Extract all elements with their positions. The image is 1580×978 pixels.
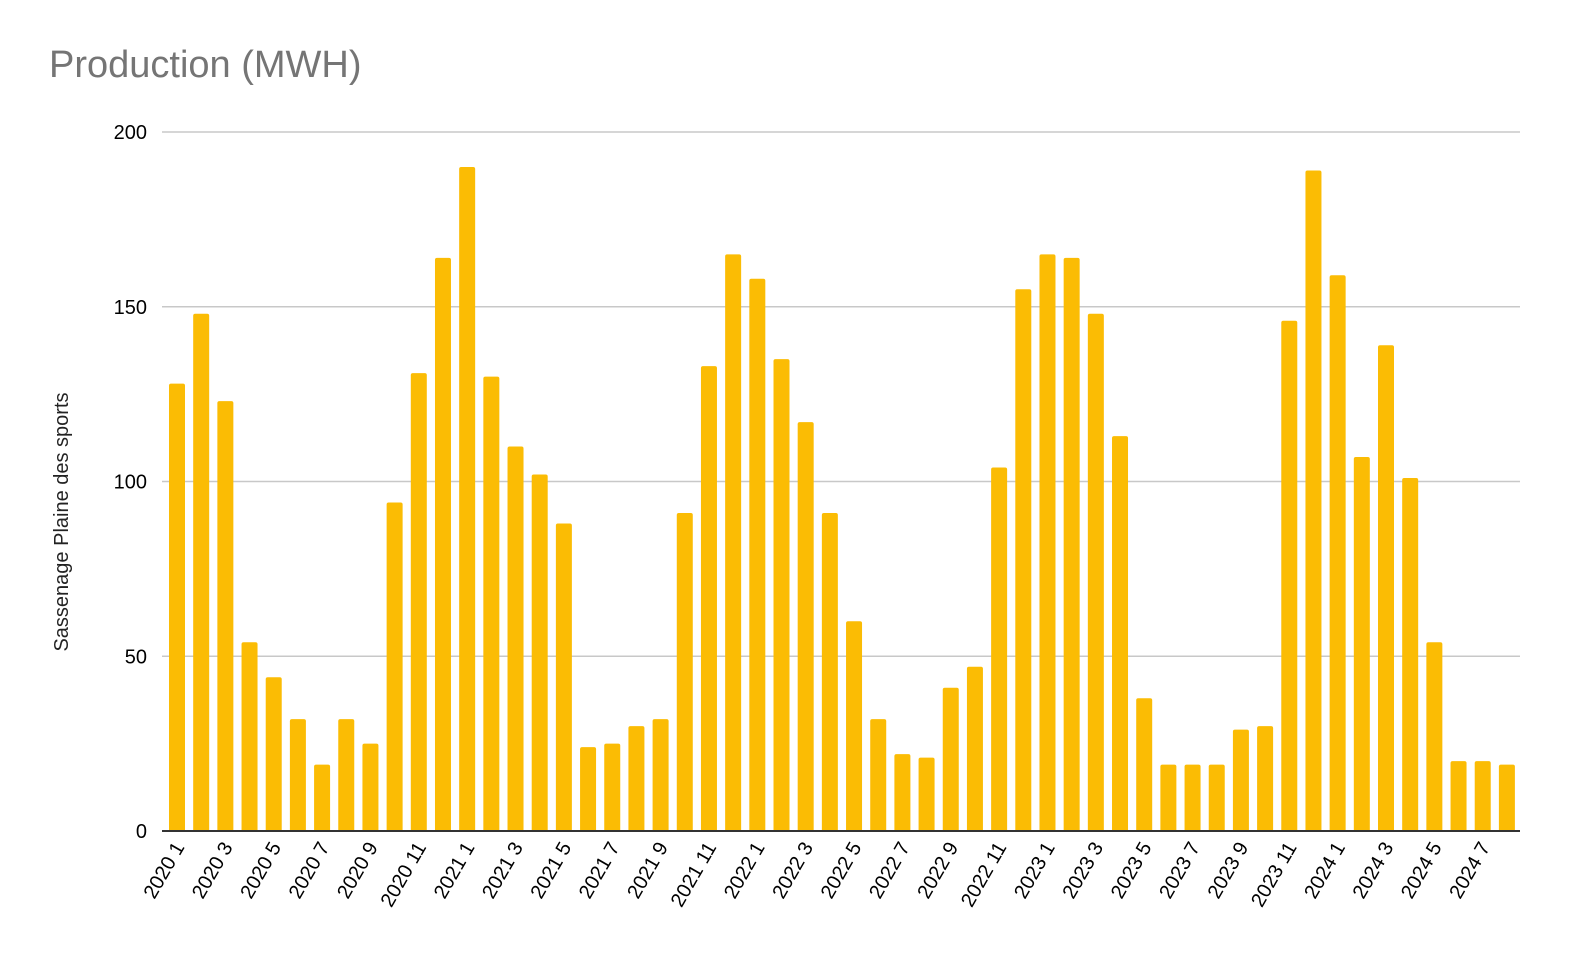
bar [1063, 257, 1080, 831]
x-tick-label: 2023 5 [1107, 839, 1157, 903]
bar [386, 502, 403, 831]
x-tick-label: 2022 1 [720, 839, 770, 903]
x-tick-label: 2023 3 [1059, 839, 1109, 903]
bar [1015, 289, 1032, 831]
bar [531, 474, 548, 831]
bar [1329, 275, 1346, 831]
x-tick-label: 2023 11 [1247, 839, 1301, 911]
bar [1498, 764, 1515, 831]
bar [410, 373, 427, 831]
bar [507, 446, 524, 831]
bar [652, 719, 669, 831]
bar [265, 677, 282, 831]
bar [1474, 761, 1491, 831]
bar [1378, 345, 1394, 831]
bar [725, 254, 742, 831]
bar [604, 743, 621, 831]
bar [700, 366, 717, 831]
chart-title: Production (MWH) [49, 44, 362, 86]
bar [894, 754, 911, 831]
y-tick-label: 0 [136, 821, 147, 843]
bar [193, 313, 210, 831]
bar [580, 747, 597, 831]
y-tick-label: 150 [114, 297, 147, 319]
bar [1402, 478, 1419, 831]
x-tick-label: 2024 5 [1397, 839, 1447, 903]
bar [628, 726, 645, 831]
y-tick-labels: 0 50 100 150 200 [114, 122, 147, 843]
bar [1160, 764, 1177, 831]
x-tick-label: 2024 7 [1445, 839, 1495, 903]
x-tick-label: 2024 3 [1349, 839, 1399, 903]
x-tick-label: 2022 5 [817, 839, 867, 903]
y-axis-label: Sassenage Plaine des sports [51, 392, 73, 651]
x-tick-label: 2023 9 [1204, 839, 1254, 903]
bar [797, 422, 814, 831]
bar [1087, 313, 1104, 831]
x-tick-label: 2021 5 [527, 839, 577, 903]
x-tick-label: 2021 7 [575, 839, 625, 903]
bar [991, 467, 1008, 831]
bar [1353, 457, 1370, 831]
x-tick-label: 2022 3 [768, 839, 818, 903]
x-tick-label: 2021 1 [430, 839, 480, 903]
y-tick-label: 100 [114, 472, 147, 494]
x-tick-label: 2021 3 [478, 839, 528, 903]
x-tick-label: 2023 1 [1010, 839, 1060, 903]
bar [1112, 436, 1129, 831]
bar [169, 383, 185, 831]
bar [1039, 254, 1056, 831]
x-tick-label: 2020 11 [377, 839, 431, 911]
x-tick-label: 2022 7 [865, 839, 915, 903]
bar [1136, 698, 1153, 831]
x-tick-label: 2020 7 [285, 839, 335, 903]
bar [821, 512, 838, 831]
bar [846, 621, 863, 831]
bar [314, 764, 331, 831]
bar [870, 719, 887, 831]
x-tick-label: 2021 9 [623, 839, 673, 903]
bar [362, 743, 379, 831]
bar [966, 666, 983, 831]
bar [1426, 642, 1443, 831]
bar [459, 166, 476, 831]
bar [749, 278, 766, 831]
x-tick-label: 2020 5 [236, 839, 286, 903]
bar [942, 687, 959, 831]
bar [1208, 764, 1225, 831]
bar [555, 523, 572, 831]
x-tick-label: 2022 9 [913, 839, 963, 903]
x-tick-label: 2021 11 [667, 839, 721, 911]
x-tick-label: 2020 9 [333, 839, 383, 903]
bar [289, 719, 306, 831]
bar [1257, 726, 1274, 831]
x-tick-label: 2024 1 [1300, 839, 1350, 903]
bar [483, 376, 500, 831]
bar [1450, 761, 1467, 831]
bar [676, 512, 693, 831]
bar [217, 401, 234, 831]
bar [1184, 764, 1201, 831]
x-tick-label: 2020 1 [140, 839, 190, 903]
x-tick-label: 2020 3 [188, 839, 238, 903]
y-tick-label: 50 [125, 646, 147, 668]
bar [434, 257, 451, 831]
bar [918, 757, 935, 831]
x-tick-label: 2022 11 [957, 839, 1011, 911]
bar [773, 359, 790, 831]
y-tick-label: 200 [114, 122, 147, 144]
bar [1281, 320, 1298, 831]
bar [1232, 729, 1249, 831]
bars [169, 166, 1515, 831]
bar [338, 719, 355, 831]
bar [1305, 170, 1322, 831]
x-tick-label: 2023 7 [1155, 839, 1205, 903]
bar [241, 642, 258, 831]
